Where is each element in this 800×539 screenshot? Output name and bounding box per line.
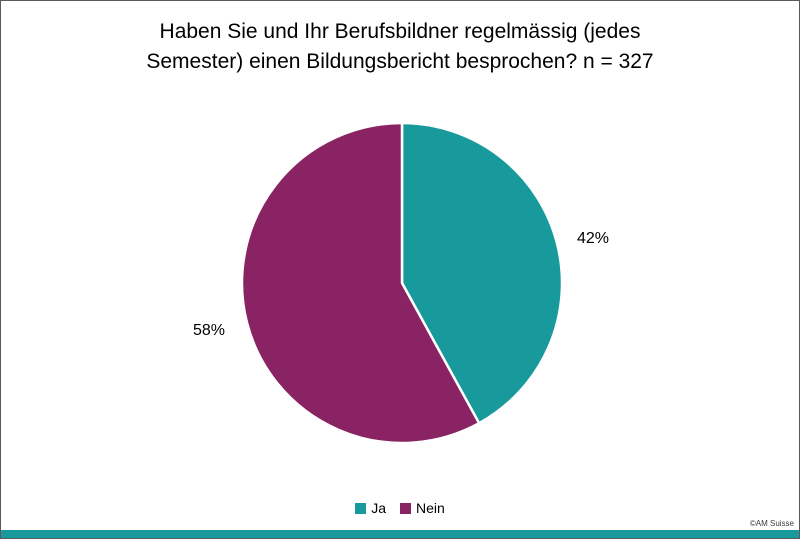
- pie-slice-nein: [240, 121, 481, 445]
- pie-chart: [233, 114, 571, 452]
- pie-svg: [240, 121, 564, 445]
- chart-title: Haben Sie und Ihr Berufsbildner regelmäs…: [146, 20, 654, 73]
- legend-swatch-ja-icon: [355, 502, 367, 514]
- legend: Ja Nein: [1, 500, 799, 516]
- pie-label-nein: 58%: [193, 322, 226, 339]
- legend-swatch-nein-icon: [400, 502, 411, 514]
- pie-slice-ja: [400, 121, 564, 425]
- pie-label-ja: 42%: [577, 230, 610, 247]
- legend-label-nein: Nein: [416, 500, 445, 516]
- legend-label-ja: Ja: [371, 500, 386, 516]
- legend-item-ja: Ja: [355, 500, 386, 516]
- copyright-credit: ©AM Suisse: [749, 519, 794, 528]
- legend-item-nein: Nein: [400, 500, 445, 516]
- accent-bar: [1, 530, 799, 538]
